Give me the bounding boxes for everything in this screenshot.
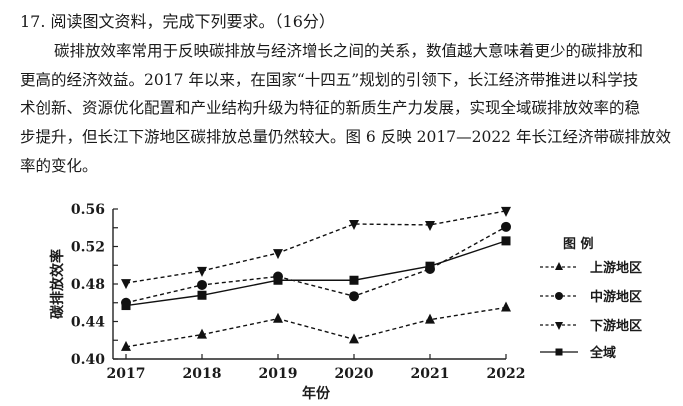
legend-title: 图 例 (563, 236, 594, 252)
x-tick-label: 2021 (411, 366, 450, 382)
x-tick-label: 2022 (487, 366, 526, 382)
paragraph-line: 步提升，但长江下游地区碳排放总量仍然较大。图 6 反映 2017—2022 年长… (20, 128, 671, 147)
y-tick-label: 0.56 (71, 202, 105, 218)
y-tick-label: 0.48 (71, 277, 105, 293)
series-square (121, 236, 511, 311)
x-tick-label: 2019 (259, 366, 298, 382)
paragraph-line: 更高的经济效益。2017 年以来，在国家“十四五”规划的引领下，长江经济带推进以… (20, 70, 639, 89)
question-prompt: 阅读图文资料，完成下列要求。（16分） (50, 12, 335, 31)
legend-label: 下游地区 (590, 318, 642, 334)
legend-item: 中游地区 (540, 289, 642, 305)
y-tick-label: 0.52 (71, 240, 105, 256)
question-title: 17. 阅读图文资料，完成下列要求。（16分） (20, 8, 335, 36)
legend-label: 中游地区 (590, 289, 642, 305)
chart-series (121, 206, 511, 351)
x-tick-label: 2020 (335, 366, 374, 382)
series-triangle-down (121, 206, 511, 290)
question-number: 17. (20, 12, 46, 31)
legend-label: 上游地区 (590, 260, 642, 276)
y-tick-label: 0.40 (71, 352, 105, 368)
paragraph-line: 碳排放效率常用于反映碳排放与经济增长之间的关系，数值越大意味着更少的碳排放和 (54, 42, 644, 60)
y-tick-label: 0.44 (71, 315, 105, 331)
paragraph-line: 术创新、资源优化配置和产业结构升级为特征的新质生产力发展，实现全域碳排放效率的稳 (20, 99, 641, 118)
question-paragraph: 碳排放效率常用于反映碳排放与经济增长之间的关系，数值越大意味着更少的碳排放和 更… (20, 37, 671, 181)
series-triangle-up (121, 301, 511, 351)
legend-item: 上游地区 (540, 260, 642, 276)
y-axis-label: 碳排放效率 (49, 249, 66, 319)
legend-item: 全域 (540, 345, 616, 361)
paragraph-line: 率的变化。 (20, 156, 98, 175)
legend-item: 下游地区 (540, 318, 642, 334)
x-axis-label: 年份 (302, 385, 331, 402)
x-tick-label: 2017 (107, 366, 146, 382)
legend-label: 全域 (589, 345, 616, 361)
series-circle (121, 221, 511, 308)
x-tick-label: 2018 (183, 366, 222, 382)
